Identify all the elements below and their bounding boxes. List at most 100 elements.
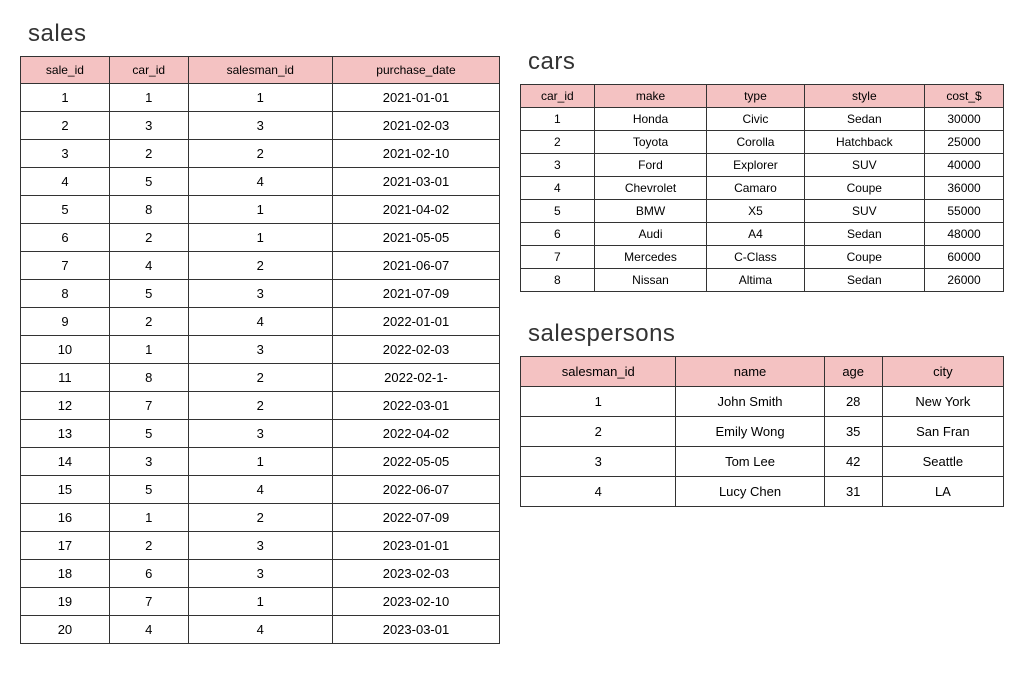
cars-cell: BMW	[594, 200, 707, 223]
cars-cell: Camaro	[707, 177, 804, 200]
salespersons-cell: 2	[521, 417, 676, 447]
salespersons-cell: LA	[882, 477, 1003, 507]
cars-cell: 5	[521, 200, 595, 223]
salespersons-col-0: salesman_id	[521, 357, 676, 387]
cars-cell: Mercedes	[594, 246, 707, 269]
cars-col-4: cost_$	[925, 85, 1004, 108]
cars-cell: 4	[521, 177, 595, 200]
cars-cell: 48000	[925, 223, 1004, 246]
cars-cell: Chevrolet	[594, 177, 707, 200]
sales-cell: 4	[109, 616, 188, 644]
cars-table: car_idmaketypestylecost_$1HondaCivicSeda…	[520, 84, 1004, 292]
sales-cell: 4	[109, 252, 188, 280]
sales-cell: 7	[21, 252, 110, 280]
sales-cell: 2021-03-01	[332, 168, 499, 196]
cars-cell: 1	[521, 108, 595, 131]
sales-title: sales	[28, 20, 500, 48]
cars-cell: Sedan	[804, 108, 925, 131]
sales-cell: 2021-05-05	[332, 224, 499, 252]
sales-cell: 2022-04-02	[332, 420, 499, 448]
sales-cell: 16	[21, 504, 110, 532]
sales-cell: 9	[21, 308, 110, 336]
cars-cell: 60000	[925, 246, 1004, 269]
salespersons-table-block: salespersons salesman_idnameagecity1John…	[520, 320, 1004, 507]
sales-cell: 10	[21, 336, 110, 364]
sales-cell: 2022-02-1-	[332, 364, 499, 392]
cars-cell: 36000	[925, 177, 1004, 200]
salespersons-cell: 35	[824, 417, 882, 447]
cars-cell: C-Class	[707, 246, 804, 269]
sales-cell: 11	[21, 364, 110, 392]
sales-cell: 4	[188, 308, 332, 336]
cars-cell: 7	[521, 246, 595, 269]
sales-cell: 12	[21, 392, 110, 420]
sales-cell: 1	[109, 336, 188, 364]
sales-cell: 1	[21, 84, 110, 112]
cars-row: 5BMWX5SUV55000	[521, 200, 1004, 223]
cars-cell: SUV	[804, 200, 925, 223]
sales-row: 7422021-06-07	[21, 252, 500, 280]
sales-row: 11822022-02-1-	[21, 364, 500, 392]
sales-cell: 3	[188, 112, 332, 140]
sales-cell: 7	[109, 392, 188, 420]
sales-cell: 2022-03-01	[332, 392, 499, 420]
cars-cell: X5	[707, 200, 804, 223]
sales-cell: 2022-07-09	[332, 504, 499, 532]
sales-cell: 2021-04-02	[332, 196, 499, 224]
sales-cell: 2	[109, 532, 188, 560]
sales-cell: 3	[109, 112, 188, 140]
sales-cell: 6	[21, 224, 110, 252]
cars-col-0: car_id	[521, 85, 595, 108]
sales-cell: 4	[21, 168, 110, 196]
sales-row: 19712023-02-10	[21, 588, 500, 616]
sales-cell: 8	[109, 364, 188, 392]
sales-cell: 2023-03-01	[332, 616, 499, 644]
sales-cell: 2022-06-07	[332, 476, 499, 504]
sales-cell: 1	[188, 196, 332, 224]
sales-cell: 20	[21, 616, 110, 644]
sales-row: 6212021-05-05	[21, 224, 500, 252]
sales-cell: 2	[188, 364, 332, 392]
sales-cell: 2	[188, 140, 332, 168]
sales-cell: 3	[21, 140, 110, 168]
sales-cell: 4	[188, 168, 332, 196]
sales-cell: 18	[21, 560, 110, 588]
sales-cell: 2023-02-10	[332, 588, 499, 616]
cars-row: 4ChevroletCamaroCoupe36000	[521, 177, 1004, 200]
cars-cell: Corolla	[707, 131, 804, 154]
sales-row: 14312022-05-05	[21, 448, 500, 476]
sales-cell: 3	[188, 336, 332, 364]
cars-row: 6AudiA4Sedan48000	[521, 223, 1004, 246]
cars-cell: Sedan	[804, 269, 925, 292]
sales-cell: 13	[21, 420, 110, 448]
cars-col-1: make	[594, 85, 707, 108]
salespersons-row: 2Emily Wong35San Fran	[521, 417, 1004, 447]
cars-title: cars	[528, 48, 1004, 76]
sales-cell: 2	[109, 308, 188, 336]
sales-cell: 8	[21, 280, 110, 308]
sales-table-block: sales sale_idcar_idsalesman_idpurchase_d…	[20, 20, 500, 644]
sales-cell: 2	[21, 112, 110, 140]
salespersons-cell: 1	[521, 387, 676, 417]
cars-row: 1HondaCivicSedan30000	[521, 108, 1004, 131]
cars-cell: Civic	[707, 108, 804, 131]
sales-cell: 2023-01-01	[332, 532, 499, 560]
sales-cell: 6	[109, 560, 188, 588]
sales-row: 9242022-01-01	[21, 308, 500, 336]
sales-cell: 1	[109, 504, 188, 532]
sales-row: 2332021-02-03	[21, 112, 500, 140]
sales-row: 8532021-07-09	[21, 280, 500, 308]
sales-cell: 5	[109, 420, 188, 448]
salespersons-header-row: salesman_idnameagecity	[521, 357, 1004, 387]
sales-row: 20442023-03-01	[21, 616, 500, 644]
salespersons-table: salesman_idnameagecity1John Smith28New Y…	[520, 356, 1004, 507]
cars-col-3: style	[804, 85, 925, 108]
salespersons-cell: John Smith	[676, 387, 824, 417]
sales-row: 15542022-06-07	[21, 476, 500, 504]
sales-row: 1112021-01-01	[21, 84, 500, 112]
left-column: sales sale_idcar_idsalesman_idpurchase_d…	[20, 20, 500, 672]
salespersons-cell: 42	[824, 447, 882, 477]
sales-cell: 5	[109, 168, 188, 196]
sales-row: 10132022-02-03	[21, 336, 500, 364]
sales-cell: 5	[21, 196, 110, 224]
